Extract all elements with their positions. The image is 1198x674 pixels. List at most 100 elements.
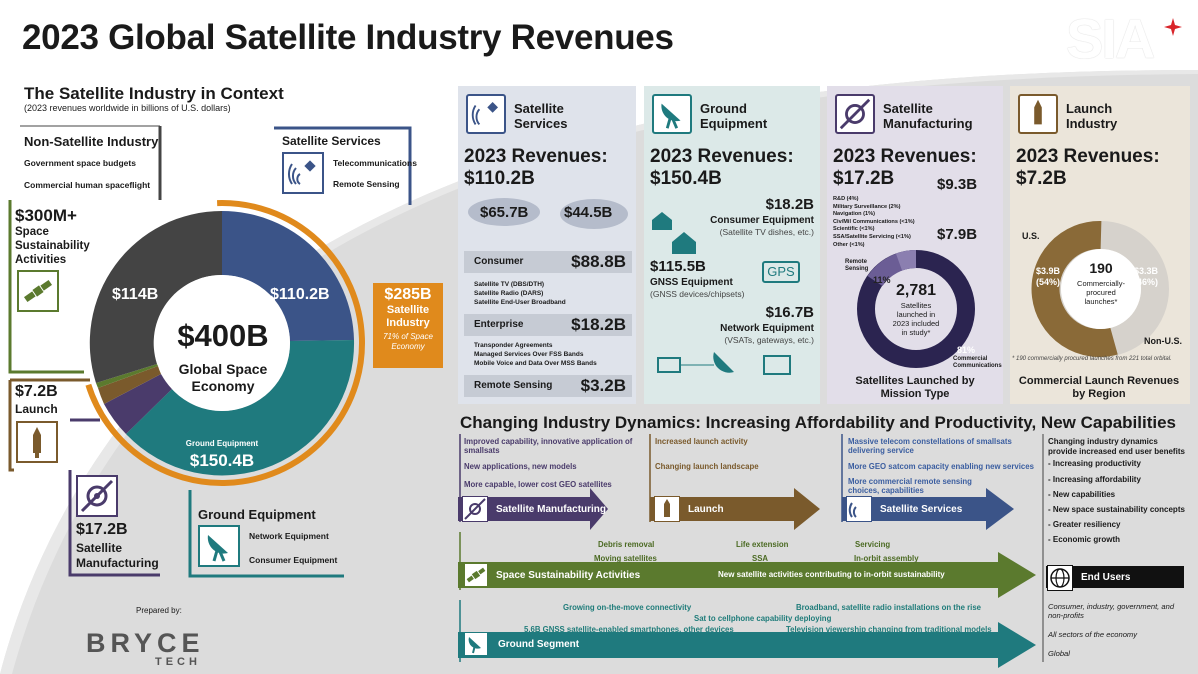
house-icon — [652, 212, 696, 254]
segment-nonsat — [89, 210, 222, 383]
launch-footnote: * 190 commercially procured launches fro… — [1012, 356, 1172, 362]
svc-item: More GEO satcom capacity enabling new se… — [848, 462, 1034, 471]
satellite-manufacturing-icon — [76, 475, 118, 517]
consumer-item: Satellite Radio (DARS) — [474, 290, 544, 297]
gnss-label: GNSS Equipment — [650, 277, 733, 288]
gnss-note: (GNSS devices/chipsets) — [650, 289, 745, 299]
donut-ground-value: $150.4B — [189, 451, 255, 470]
gnss-value: $115.5B — [650, 258, 706, 275]
launch-item: Increased launch activity — [655, 437, 748, 446]
revenues-value: $150.4B — [650, 168, 722, 189]
commercial-label: Commercial Communications — [953, 356, 1002, 369]
mfg-arrow-label: Satellite Manufacturing — [496, 504, 607, 515]
dynamics-title: Changing Industry Dynamics: Increasing A… — [460, 413, 1177, 432]
satellites-count-text: Satellites launched in 2023 included in … — [892, 301, 940, 337]
nonus-value: $44.5B — [564, 204, 613, 221]
benefit-item: - Economic growth — [1048, 535, 1120, 544]
sust-item: Life extension — [736, 540, 789, 549]
ground-equipment-title: Ground Equipment — [198, 507, 316, 522]
ground-item: 5.6B GNSS satellite-enabled smartphones,… — [524, 625, 734, 634]
revenues-value: $110.2B — [464, 168, 535, 189]
consumer-equipment-note: (Satellite TV dishes, etc.) — [719, 227, 814, 237]
enterprise-value: $18.2B — [571, 315, 626, 334]
arrow-sustainability — [458, 552, 1036, 598]
launch-item: Changing launch landscape — [655, 462, 759, 471]
sustainability-icon — [464, 563, 488, 587]
sustainability-icon — [17, 270, 59, 312]
enterprise-item: Transponder Agreements — [474, 342, 553, 349]
end-user-item: Global — [1048, 649, 1070, 658]
manufacturing-label: Satellite Manufacturing — [76, 541, 159, 570]
consumer-value: $88.8B — [571, 252, 626, 271]
us-value: $65.7B — [480, 204, 529, 221]
revenues-label: 2023 Revenues: — [833, 146, 977, 167]
arrow-launch — [650, 488, 820, 530]
arrow-manufacturing — [458, 488, 608, 530]
enterprise-item: Mobile Voice and Data Over MSS Bands — [474, 360, 597, 367]
satellite-services-icon — [466, 94, 506, 134]
revenues-label: 2023 Revenues: — [464, 146, 608, 167]
arrow-ground — [458, 622, 1036, 668]
column-title: Launch Industry — [1066, 101, 1118, 131]
breakdown-item: Other (<1%) — [833, 241, 865, 248]
us-pct: (54%) — [1035, 277, 1060, 287]
enterprise-items: Transponder Agreements Managed Services … — [474, 341, 597, 368]
segment-launch — [98, 366, 161, 404]
context-subtitle: (2023 revenues worldwide in billions of … — [24, 103, 231, 113]
sust-arrow-note: New satellite activities contributing to… — [718, 570, 945, 579]
breakdown-item: R&D (4%) — [833, 196, 859, 202]
mfg-item: More capable, lower cost GEO satellites — [464, 480, 612, 489]
satellite-industry-box: $285B Satellite Industry 71% of Space Ec… — [373, 283, 443, 368]
satellites-count: 2,781 — [895, 282, 937, 299]
rocket-icon — [16, 421, 58, 463]
context-connectors — [8, 125, 412, 578]
manufacturing-breakdown: R&D (4%) Military Surveillance (2%) Navi… — [833, 196, 915, 249]
launch-chart-title: Commercial Launch Revenues by Region — [1018, 375, 1180, 400]
end-user-item: Consumer, industry, government, and non-… — [1048, 602, 1175, 620]
launch-region-donut — [1031, 220, 1169, 357]
nonus-pct: (46%) — [1133, 277, 1158, 287]
page-title: 2023 Global Satellite Industry Revenues — [22, 18, 674, 57]
benefits-title: Changing industry dynamics provide incre… — [1048, 437, 1185, 456]
segment-ground — [126, 340, 355, 476]
nonus-value: $3.3B (46%) — [1130, 266, 1162, 288]
enterprise-band: Enterprise $18.2B — [464, 314, 632, 336]
rocket-icon — [1018, 94, 1058, 134]
mission-type-donut — [857, 250, 975, 368]
world-map-icon — [468, 198, 628, 229]
revenues-label: 2023 Revenues: — [1016, 146, 1160, 167]
consumer-equipment-label: Consumer Equipment — [710, 215, 814, 226]
manufacturing-value: $17.2B — [76, 521, 128, 538]
non-satellite-item: Government space budgets — [24, 158, 136, 168]
ground-item: Broadband, satellite radio installations… — [796, 603, 981, 612]
breakdown-item: Scientific (<1%) — [833, 226, 875, 233]
ground-equipment-item: Network Equipment — [249, 531, 329, 541]
us-label: U.S. — [1022, 231, 1040, 241]
revenues-value: $7.2B — [1016, 168, 1067, 189]
ground-equipment-icon — [464, 632, 488, 656]
sust-arrow-label: Space Sustainability Activities — [496, 570, 641, 581]
sust-item: Servicing — [855, 540, 891, 549]
end-users-label: End Users — [1081, 572, 1131, 583]
us-value: $9.3B — [937, 176, 978, 193]
ground-equipment-item: Consumer Equipment — [249, 555, 338, 565]
network-equipment-illustration — [657, 352, 791, 375]
satellite-manufacturing-icon — [835, 94, 875, 134]
nonus-label: Non-U.S. — [1144, 336, 1182, 346]
column-satellite-services: Satellite Services 2023 Revenues: $110.2… — [458, 86, 636, 404]
gps-icon: GPS — [762, 261, 800, 283]
column-title: Ground Equipment — [700, 101, 768, 131]
breakdown-item: SSA/Satellite Servicing (<1%) — [833, 233, 911, 240]
segment-services — [222, 211, 354, 341]
launch-value: $7.2B — [15, 383, 58, 400]
us-value: $3.9B (54%) — [1032, 266, 1064, 288]
satellite-industry-note: 71% of Space Economy — [383, 332, 433, 351]
remote-sensing-value: $3.2B — [580, 376, 626, 395]
column-title: Satellite Services — [514, 101, 568, 131]
breakdown-item: Navigation (1%) — [833, 211, 875, 218]
column-satellite-manufacturing: Satellite Manufacturing 2023 Revenues: $… — [827, 86, 1003, 404]
network-equipment-label: Network Equipment — [720, 323, 814, 334]
benefit-item: - New space sustainability concepts — [1048, 505, 1185, 514]
benefit-item: - Increasing affordability — [1048, 475, 1141, 484]
sustainability-value: $300M+ — [15, 206, 77, 225]
